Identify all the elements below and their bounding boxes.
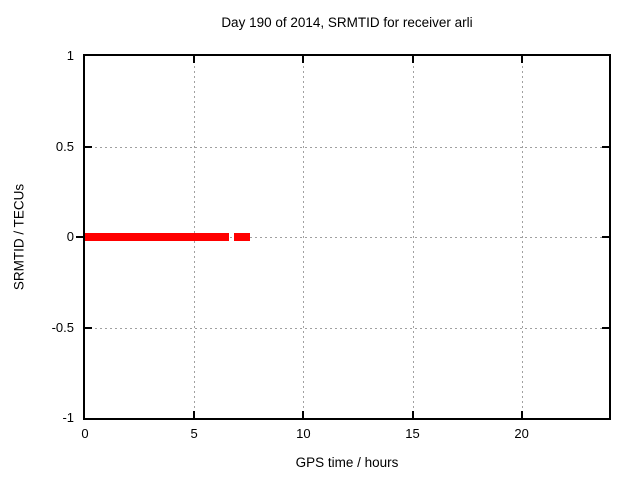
y-tick-left — [85, 146, 92, 148]
data-segment — [234, 233, 250, 241]
chart-title: Day 190 of 2014, SRMTID for receiver arl… — [221, 15, 473, 30]
y-gridline — [85, 237, 609, 238]
x-tick-label: 0 — [81, 426, 89, 441]
x-axis-title: GPS time / hours — [295, 455, 399, 470]
y-tick-label: -0.5 — [51, 319, 74, 335]
data-segment — [85, 233, 229, 241]
y-tick-right — [602, 146, 609, 148]
x-tick-bottom — [193, 411, 195, 418]
y-tick-label: 0 — [66, 229, 74, 244]
y-gridline — [85, 147, 609, 148]
y-tick-left — [85, 327, 92, 329]
x-tick-top — [521, 56, 523, 63]
x-tick-bottom — [521, 411, 523, 418]
x-tick-top — [412, 56, 414, 63]
x-tick-label: 5 — [190, 426, 198, 441]
x-tick-bottom — [412, 411, 414, 418]
x-tick-bottom — [302, 411, 304, 418]
x-tick-top — [302, 56, 304, 63]
y-tick-label: 0.5 — [55, 138, 74, 154]
y-gridline — [85, 328, 609, 329]
y-tick-label: 1 — [66, 48, 74, 63]
y-tick-label: -1 — [62, 410, 74, 425]
x-tick-label: 20 — [514, 426, 529, 441]
y-tick-right — [602, 236, 609, 238]
x-tick-label: 15 — [405, 426, 420, 441]
x-tick-top — [193, 56, 195, 63]
y-zero-outer-tick — [76, 236, 85, 238]
x-tick-label: 10 — [296, 426, 311, 441]
y-tick-right — [602, 327, 609, 329]
plot-area — [76, 54, 611, 420]
